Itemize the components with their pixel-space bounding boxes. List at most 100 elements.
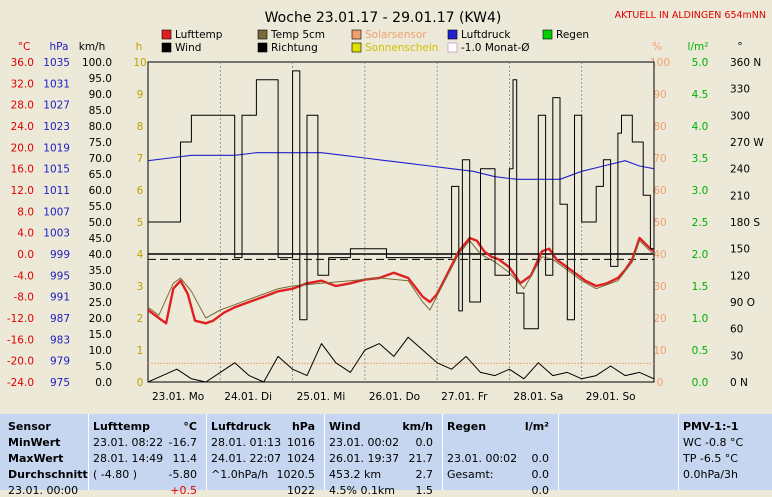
- axis-tick-label: 1023: [43, 121, 70, 133]
- x-tick-label: 23.01. Mo: [152, 391, 204, 403]
- axis-tick-label: 270 W: [730, 137, 764, 149]
- legend-label: Richtung: [271, 42, 318, 54]
- axis-tick-label: 90.0: [89, 89, 112, 101]
- plot-lines: [147, 70, 655, 383]
- axis-tick-label: 55.0: [89, 201, 112, 213]
- axis-tick-label: -12.0: [7, 313, 34, 325]
- legend-label: Solarsensor: [365, 29, 427, 41]
- weather-chart: Woche 23.01.17 - 29.01.17 (KW4) AKTUELL …: [7, 10, 766, 403]
- axis-tick-label: 10: [133, 57, 146, 69]
- regen-current-value: 0.0: [531, 484, 550, 497]
- axis-tick-label: -20.0: [7, 356, 34, 368]
- axis-tick-label: 991: [50, 292, 70, 304]
- axis-tick-label: 1019: [43, 142, 70, 154]
- axis-tick-label: 3: [137, 281, 144, 293]
- col-luftdruck: Luftdruck hPa 28.01. 01:13 1016 24.01. 2…: [207, 414, 323, 497]
- axis-tick-label: 0.5: [692, 345, 709, 357]
- station-badge: AKTUELL IN ALDINGEN 654mNN: [615, 10, 766, 21]
- axis-tick-label: 360 N: [730, 57, 761, 69]
- axis-tick-label: 999: [50, 249, 70, 261]
- axis-tick-label: -24.0: [7, 377, 34, 389]
- axis-tick-label: 30.0: [89, 281, 112, 293]
- legend-swatch: [351, 29, 362, 40]
- axis-tick-label: 1035: [43, 57, 70, 69]
- stats-table: Sensor MinWert MaxWert Durchschnitt 23.0…: [0, 414, 772, 497]
- axis-tick-label: 4: [137, 249, 144, 261]
- luftdruck-title: Luftdruck: [211, 420, 271, 433]
- axis-tick-label: 16.0: [11, 164, 34, 176]
- col-spacer: [559, 414, 677, 490]
- axis-tick-label: 1007: [43, 206, 70, 218]
- col-pmv: PMV-1:-1 WC -0.8 °C TP -6.5 °C 0.0hPa/3h: [679, 414, 772, 490]
- axis-tick-label: 90: [653, 89, 666, 101]
- axis-tick-label: 60: [730, 324, 743, 336]
- axis-tick-label: 35.0: [89, 265, 112, 277]
- x-tick-label: 24.01. Di: [224, 391, 272, 403]
- series-temp-5cm: [147, 240, 655, 319]
- axis-tick-label: 4.5: [692, 89, 709, 101]
- regen-title: Regen: [447, 420, 487, 433]
- regen-unit: l/m²: [524, 420, 549, 433]
- axis-tick-label: 1031: [43, 78, 70, 90]
- axis-tick-label: 28.0: [11, 100, 34, 112]
- axis-tick-label: 100: [650, 57, 670, 69]
- axis-tick-label: 50.0: [89, 217, 112, 229]
- chart-title: Woche 23.01.17 - 29.01.17 (KW4): [265, 10, 502, 26]
- axis-tick-label: 65.0: [89, 169, 112, 181]
- regen-total-label: Gesamt:: [447, 468, 494, 481]
- legend-swatch: [257, 42, 268, 53]
- axis-tick-label: 60: [653, 185, 666, 197]
- axis-tick-label: -8.0: [14, 292, 35, 304]
- wind-avg-value: 2.7: [415, 468, 434, 481]
- wind-title: Wind: [329, 420, 361, 433]
- luftdruck-min-value: 1016: [287, 436, 315, 449]
- axis-tick-label: 70: [653, 153, 666, 165]
- axis-tick-label: 0: [137, 377, 144, 389]
- wind-min-value: 0.0: [415, 436, 434, 449]
- axis-tick-label: 20.0: [11, 142, 34, 154]
- col-sensor: Sensor MinWert MaxWert Durchschnitt 23.0…: [4, 414, 88, 497]
- x-tick-label: 26.01. Do: [369, 391, 420, 403]
- axis-tick-label: 5.0: [95, 361, 112, 373]
- lufttemp-min-time: 23.01. 08:22: [93, 436, 164, 449]
- axis-tick-label: 0 N: [730, 377, 748, 389]
- legend-label: Wind: [175, 42, 201, 54]
- axis-tick-label: 36.0: [11, 57, 34, 69]
- sensor-row-current: 23.01. 00:00: [8, 484, 79, 497]
- axis-tick-label: 24.0: [11, 121, 34, 133]
- luftdruck-unit: hPa: [291, 420, 315, 433]
- x-tick-label: 28.01. Sa: [513, 391, 563, 403]
- axis-tick-label: 1.0: [692, 313, 709, 325]
- wind-current-value: 1.5: [415, 484, 434, 497]
- legend-swatch: [351, 42, 362, 53]
- axis-unit-label: hPa: [50, 41, 69, 53]
- sensor-title: Sensor: [8, 420, 51, 433]
- axis-tick-label: 85.0: [89, 105, 112, 117]
- legend-label: -1.0 Monat-Ø: [461, 42, 530, 54]
- axis-tick-label: 15.0: [89, 329, 112, 341]
- axis-tick-label: 10.0: [89, 345, 112, 357]
- axis-unit-label: °C: [18, 41, 31, 53]
- axis-tick-label: 1011: [43, 185, 70, 197]
- axis-tick-label: 975: [50, 377, 70, 389]
- axis-tick-label: 6: [137, 185, 144, 197]
- separator: [678, 414, 679, 490]
- x-axis-labels: 23.01. Mo 24.01. Di 25.01. Mi 26.01. Do 27.0…: [152, 391, 636, 403]
- lufttemp-max-time: 28.01. 14:49: [93, 452, 164, 465]
- axis-tick-label: 0.0: [95, 377, 112, 389]
- axis-tick-label: 300: [730, 110, 750, 122]
- lufttemp-max-value: 11.4: [172, 452, 198, 465]
- wind-unit: km/h: [402, 420, 433, 433]
- axis-tick-label: 25.0: [89, 297, 112, 309]
- axis-tick-label: 979: [50, 356, 70, 368]
- legend: Lufttemp Temp 5cm Solarsensor Luftdruck Rege…: [161, 29, 589, 54]
- axis-tick-label: 4.0: [692, 121, 709, 133]
- axis-tick-label: 4.0: [17, 228, 34, 240]
- axis-tick-label: 30: [730, 350, 743, 362]
- legend-swatch: [161, 42, 172, 53]
- pmv-tp: TP -6.5 °C: [683, 452, 738, 465]
- axis-tick-label: 995: [50, 270, 70, 282]
- axis-tick-label: 75.0: [89, 137, 112, 149]
- luftdruck-max-time: 24.01. 22:07: [211, 452, 282, 465]
- lufttemp-min-value: -16.7: [168, 436, 197, 449]
